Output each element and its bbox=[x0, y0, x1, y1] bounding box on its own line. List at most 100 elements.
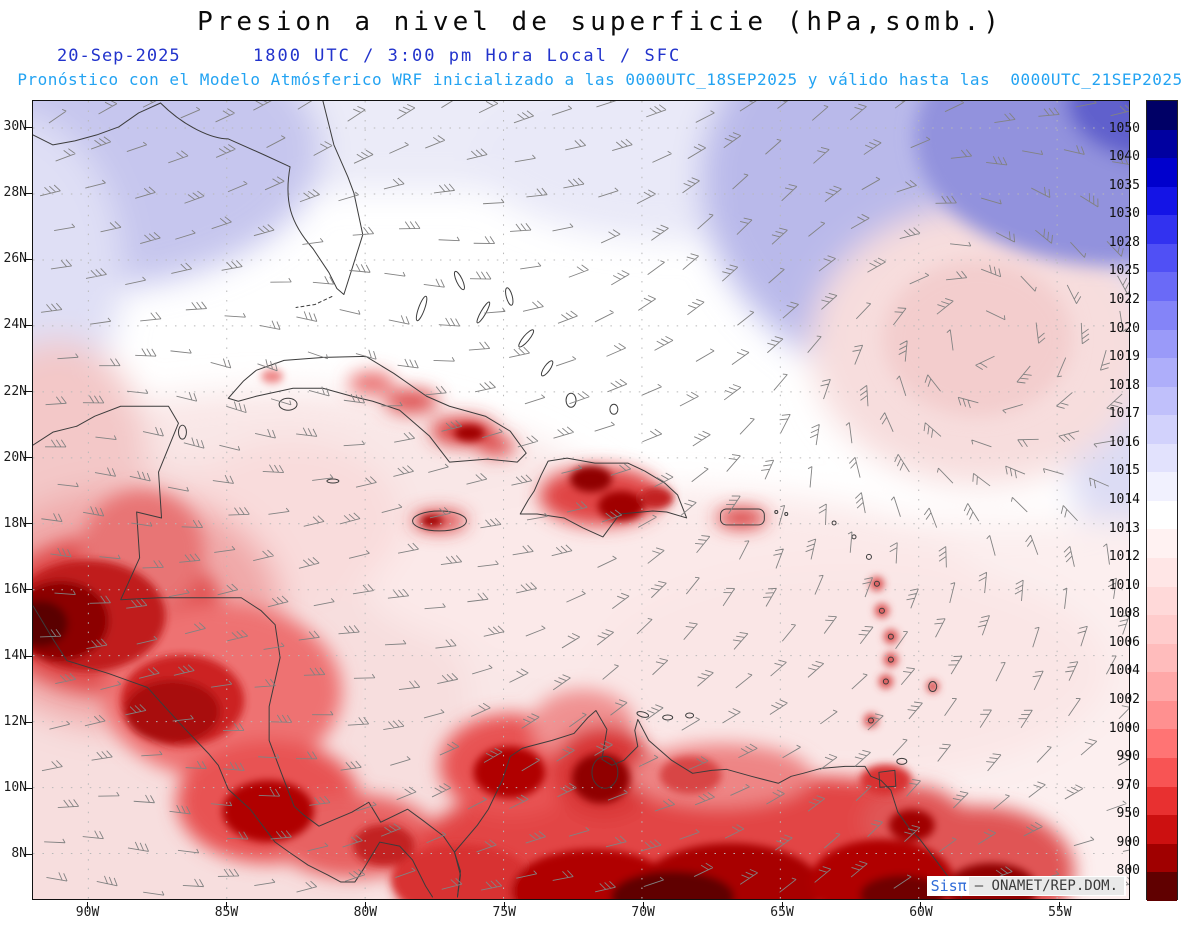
colorbar-cell bbox=[1147, 586, 1177, 616]
coast-puerto-rico bbox=[719, 508, 765, 526]
lon-label: 70W bbox=[631, 905, 655, 920]
lon-tick bbox=[920, 902, 922, 909]
lat-tick bbox=[24, 655, 32, 657]
lat-label: 30N bbox=[3, 119, 27, 135]
lat-tick bbox=[24, 324, 32, 326]
colorbar-cell bbox=[1147, 643, 1177, 673]
colorbar-cell bbox=[1147, 186, 1177, 216]
lon-tick bbox=[225, 902, 227, 909]
pressure-map-svg bbox=[33, 101, 1129, 899]
colorbar-cell bbox=[1147, 872, 1177, 901]
lon-tick bbox=[1059, 902, 1061, 909]
coast-cozumel bbox=[177, 424, 187, 440]
valid-date: 20-Sep-2025 bbox=[57, 46, 181, 66]
coast-st-lucia bbox=[887, 656, 894, 663]
colorbar-cell bbox=[1147, 672, 1177, 701]
coast-bahamas bbox=[505, 287, 514, 306]
colorbar-cell bbox=[1147, 158, 1177, 187]
valid-time: 1800 UTC / 3:00 pm Hora Local / SFC bbox=[253, 46, 682, 66]
colorbar-cell bbox=[1147, 700, 1177, 730]
colorbar-label: 1050 bbox=[1108, 120, 1140, 136]
colorbar bbox=[1146, 100, 1178, 901]
lon-label: 80W bbox=[353, 905, 378, 920]
coast-virgin-islands bbox=[784, 511, 789, 516]
lat-tick bbox=[24, 787, 32, 789]
map-canvas: Sisπ — ONAMET/REP.DOM. bbox=[32, 100, 1130, 900]
colorbar-label: 1022 bbox=[1108, 292, 1140, 307]
lat-tick bbox=[24, 391, 32, 393]
page-title: Presion a nivel de superficie (hPa,somb.… bbox=[197, 7, 1003, 37]
lon-tick bbox=[642, 902, 644, 909]
colorbar-label: 950 bbox=[1116, 806, 1140, 822]
coast-campeche bbox=[33, 425, 78, 446]
coast-inagua bbox=[565, 392, 577, 408]
coast-dominica bbox=[878, 607, 885, 614]
lat-label: 12N bbox=[3, 714, 27, 730]
lat-label: 22N bbox=[3, 383, 27, 399]
lat-label: 20N bbox=[3, 449, 27, 465]
coast-cayman bbox=[326, 478, 340, 484]
coast-st-martin bbox=[831, 520, 837, 526]
coast-cuba bbox=[227, 355, 527, 463]
colorbar-label: 1017 bbox=[1108, 406, 1140, 422]
attribution-brand: Sisπ bbox=[930, 877, 967, 895]
colorbar-label: 1030 bbox=[1108, 206, 1140, 222]
lon-label: 75W bbox=[492, 905, 516, 920]
lat-tick bbox=[24, 721, 32, 723]
coast-guadeloupe bbox=[873, 580, 880, 587]
colorbar-label: 1015 bbox=[1108, 463, 1140, 479]
coast-aruba bbox=[636, 711, 650, 718]
lat-tick bbox=[24, 589, 32, 591]
colorbar-label: 1013 bbox=[1108, 520, 1140, 536]
colorbar-label: 1006 bbox=[1108, 634, 1140, 650]
coast-bahamas bbox=[540, 360, 554, 377]
coast-florida bbox=[160, 101, 364, 296]
coast-st-vincent bbox=[882, 678, 889, 685]
coast-trinidad bbox=[878, 769, 897, 788]
colorbar-label: 970 bbox=[1116, 777, 1140, 793]
lat-tick bbox=[24, 523, 32, 525]
lat-tick bbox=[24, 457, 32, 459]
lat-tick bbox=[24, 853, 32, 855]
colorbar-cell bbox=[1147, 129, 1177, 159]
colorbar-label: 1018 bbox=[1108, 377, 1140, 393]
colorbar-cell bbox=[1147, 358, 1177, 387]
colorbar-cell bbox=[1147, 101, 1177, 130]
colorbar-label: 1040 bbox=[1108, 149, 1140, 165]
lat-label: 10N bbox=[3, 780, 27, 796]
coast-barbados bbox=[928, 681, 938, 693]
colorbar-cell bbox=[1147, 757, 1177, 787]
lon-tick bbox=[87, 902, 89, 909]
lon-tick bbox=[781, 902, 783, 909]
coast-central-america-caribbean bbox=[76, 405, 461, 898]
lat-label: 28N bbox=[3, 185, 27, 201]
wind-barbs-path bbox=[39, 101, 1129, 896]
colorbar-label: 1002 bbox=[1108, 692, 1140, 707]
colorbar-cell bbox=[1147, 786, 1177, 816]
coast-bahamas bbox=[415, 295, 428, 322]
colorbar-label: 1016 bbox=[1108, 434, 1140, 450]
colorbar-label: 800 bbox=[1116, 863, 1140, 879]
colorbar-cell bbox=[1147, 272, 1177, 301]
lon-tick bbox=[364, 902, 366, 909]
coast-lake-maracaibo bbox=[591, 755, 619, 789]
lat-tick bbox=[24, 192, 32, 194]
colorbar-label: 1010 bbox=[1108, 577, 1140, 593]
colorbar-label: 1012 bbox=[1108, 549, 1140, 565]
colorbar-cell bbox=[1147, 615, 1177, 644]
lat-tick bbox=[24, 258, 32, 260]
coast-bahamas bbox=[518, 329, 535, 348]
colorbar-label: 1004 bbox=[1108, 663, 1140, 679]
attribution-box: Sisπ — ONAMET/REP.DOM. bbox=[926, 876, 1126, 896]
colorbar-label: 1014 bbox=[1108, 492, 1140, 507]
colorbar-label: 1019 bbox=[1108, 349, 1140, 365]
attribution-text: — ONAMET/REP.DOM. bbox=[968, 877, 1124, 895]
coast-curacao bbox=[662, 714, 674, 721]
coast-antigua bbox=[865, 553, 872, 560]
colorbar-cell bbox=[1147, 415, 1177, 444]
colorbar-cell bbox=[1147, 472, 1177, 501]
coast-florida-keys bbox=[295, 296, 333, 308]
lat-tick bbox=[24, 126, 32, 128]
colorbar-cell bbox=[1147, 300, 1177, 330]
